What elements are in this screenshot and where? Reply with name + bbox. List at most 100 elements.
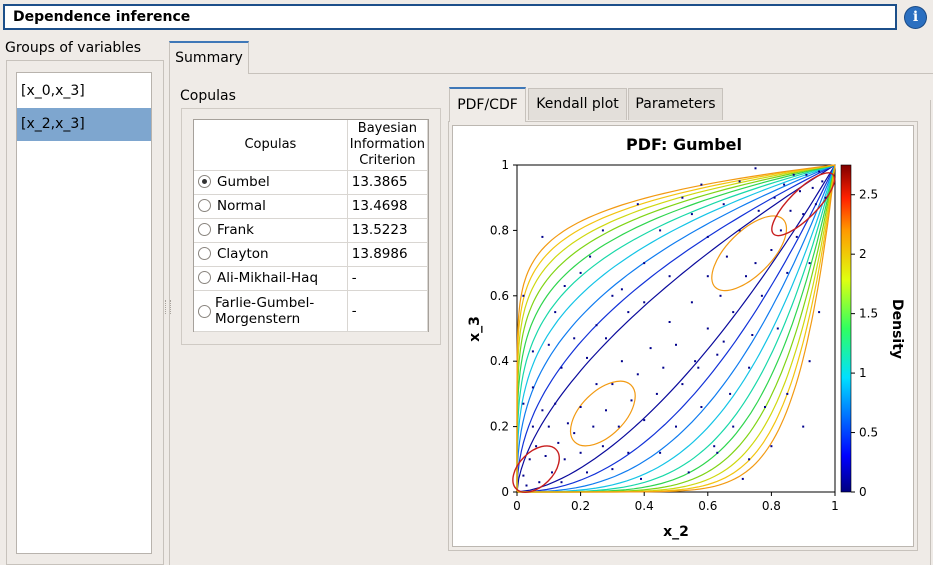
copula-name: Gumbel bbox=[217, 174, 270, 190]
data-point bbox=[745, 275, 747, 278]
data-point bbox=[595, 324, 598, 327]
tab-summary[interactable]: Summary bbox=[169, 41, 249, 74]
data-point bbox=[802, 425, 805, 428]
table-row[interactable]: Clayton 13.8986 bbox=[194, 242, 429, 267]
data-point bbox=[636, 203, 639, 206]
data-point bbox=[655, 392, 658, 395]
contour-line bbox=[512, 445, 560, 493]
data-point bbox=[611, 468, 614, 471]
data-point bbox=[611, 383, 614, 386]
data-point bbox=[694, 360, 697, 363]
tab-parameters[interactable]: Parameters bbox=[628, 88, 723, 120]
y-tick-label: 0.8 bbox=[490, 223, 509, 237]
contour-line bbox=[516, 164, 836, 492]
data-point bbox=[799, 190, 801, 193]
data-point bbox=[605, 337, 607, 340]
tab-kendall-plot[interactable]: Kendall plot bbox=[528, 88, 627, 120]
data-point bbox=[531, 386, 534, 389]
data-point bbox=[579, 451, 582, 454]
radio-button[interactable] bbox=[198, 174, 211, 188]
colorbar-ticks: 0 0.5 1 1.5 2 2.5 bbox=[851, 188, 878, 499]
contour-line bbox=[516, 164, 836, 492]
copulas-table[interactable]: Copulas Bayesian Information Criterion G… bbox=[193, 119, 429, 332]
contour-line bbox=[516, 164, 836, 493]
data-point bbox=[811, 186, 814, 189]
data-point bbox=[681, 196, 684, 199]
data-point bbox=[592, 425, 595, 428]
x-tick-label: 0.2 bbox=[571, 499, 590, 513]
data-point bbox=[668, 275, 671, 278]
data-point bbox=[627, 451, 630, 454]
data-point bbox=[659, 451, 662, 454]
radio-button[interactable] bbox=[198, 198, 211, 212]
data-point bbox=[789, 209, 792, 212]
colorbar-tick-label: 0 bbox=[859, 485, 867, 499]
data-point bbox=[824, 196, 827, 199]
copula-name: Ali-Mikhail-Haq bbox=[217, 270, 319, 286]
splitter-handle[interactable] bbox=[165, 300, 171, 314]
data-point bbox=[643, 301, 646, 304]
data-point bbox=[601, 229, 604, 232]
x-tick-label: 0.8 bbox=[762, 499, 781, 513]
data-point bbox=[535, 445, 538, 448]
data-point bbox=[675, 425, 677, 428]
groups-list[interactable]: [x_0,x_3] [x_2,x_3] bbox=[16, 72, 152, 554]
info-icon[interactable]: i bbox=[905, 7, 926, 28]
colorbar-tick-label: 1.5 bbox=[859, 307, 878, 321]
group-item-x0-x3[interactable]: [x_0,x_3] bbox=[21, 83, 85, 99]
copulas-label: Copulas bbox=[180, 88, 236, 104]
contour-lines bbox=[512, 164, 836, 493]
plot-frame bbox=[516, 164, 836, 493]
column-header-copulas[interactable]: Copulas bbox=[194, 120, 348, 171]
title-field[interactable]: Dependence inference bbox=[3, 4, 897, 30]
table-row[interactable]: Farlie-Gumbel-Morgenstern - bbox=[194, 290, 429, 332]
colorbar-tick-label: 2.5 bbox=[859, 188, 878, 202]
data-point bbox=[738, 229, 741, 232]
table-row[interactable]: Frank 13.5223 bbox=[194, 218, 429, 243]
data-point bbox=[802, 213, 805, 216]
contour-line bbox=[711, 215, 788, 292]
y-tick-label: 1 bbox=[501, 158, 509, 172]
data-point bbox=[659, 229, 662, 232]
data-point bbox=[751, 334, 754, 336]
data-point bbox=[821, 180, 824, 183]
group-item-x2-x3[interactable]: [x_2,x_3] bbox=[17, 108, 151, 141]
data-point bbox=[531, 350, 534, 353]
data-point bbox=[738, 180, 741, 183]
pdf-contour-chart: PDF: Gumbel 0 0.2 0.4 0.6 0.8 1 0 0.2 0.4 0.6 0.8… bbox=[467, 135, 905, 540]
data-point bbox=[770, 445, 773, 448]
contour-line bbox=[516, 164, 836, 493]
data-point bbox=[643, 419, 646, 422]
data-point bbox=[560, 366, 563, 369]
radio-button[interactable] bbox=[198, 304, 211, 318]
x-axis: 0 0.2 0.4 0.6 0.8 1 bbox=[513, 492, 839, 513]
contour-line bbox=[517, 164, 836, 493]
data-point bbox=[557, 441, 560, 444]
column-header-bic[interactable]: Bayesian Information Criterion bbox=[347, 120, 429, 171]
contour-line bbox=[516, 164, 836, 492]
data-point bbox=[700, 183, 703, 186]
table-row[interactable]: Ali-Mikhail-Haq - bbox=[194, 266, 429, 291]
data-point bbox=[754, 167, 757, 170]
radio-button[interactable] bbox=[198, 270, 211, 284]
copula-name: Clayton bbox=[217, 246, 269, 262]
data-point bbox=[544, 455, 547, 457]
plot-canvas[interactable]: PDF: Gumbel 0 0.2 0.4 0.6 0.8 1 0 0.2 0.4 0.6 0.8… bbox=[452, 125, 914, 547]
table-row[interactable]: Normal 13.4698 bbox=[194, 194, 429, 219]
data-point bbox=[522, 402, 525, 405]
tab-pdf-cdf[interactable]: PDF/CDF bbox=[449, 87, 526, 122]
table-row[interactable]: Gumbel 13.3865 bbox=[194, 170, 429, 195]
y-tick-label: 0 bbox=[501, 485, 509, 499]
radio-button[interactable] bbox=[198, 246, 211, 260]
data-point bbox=[792, 173, 795, 176]
data-point bbox=[563, 458, 566, 461]
data-point bbox=[643, 262, 646, 265]
radio-button[interactable] bbox=[198, 222, 211, 236]
data-point bbox=[786, 271, 789, 274]
data-point bbox=[617, 425, 620, 428]
data-point bbox=[795, 235, 798, 238]
data-point bbox=[595, 383, 598, 386]
data-point bbox=[573, 337, 576, 340]
x-tick-label: 1 bbox=[831, 499, 839, 513]
data-point bbox=[716, 451, 719, 454]
